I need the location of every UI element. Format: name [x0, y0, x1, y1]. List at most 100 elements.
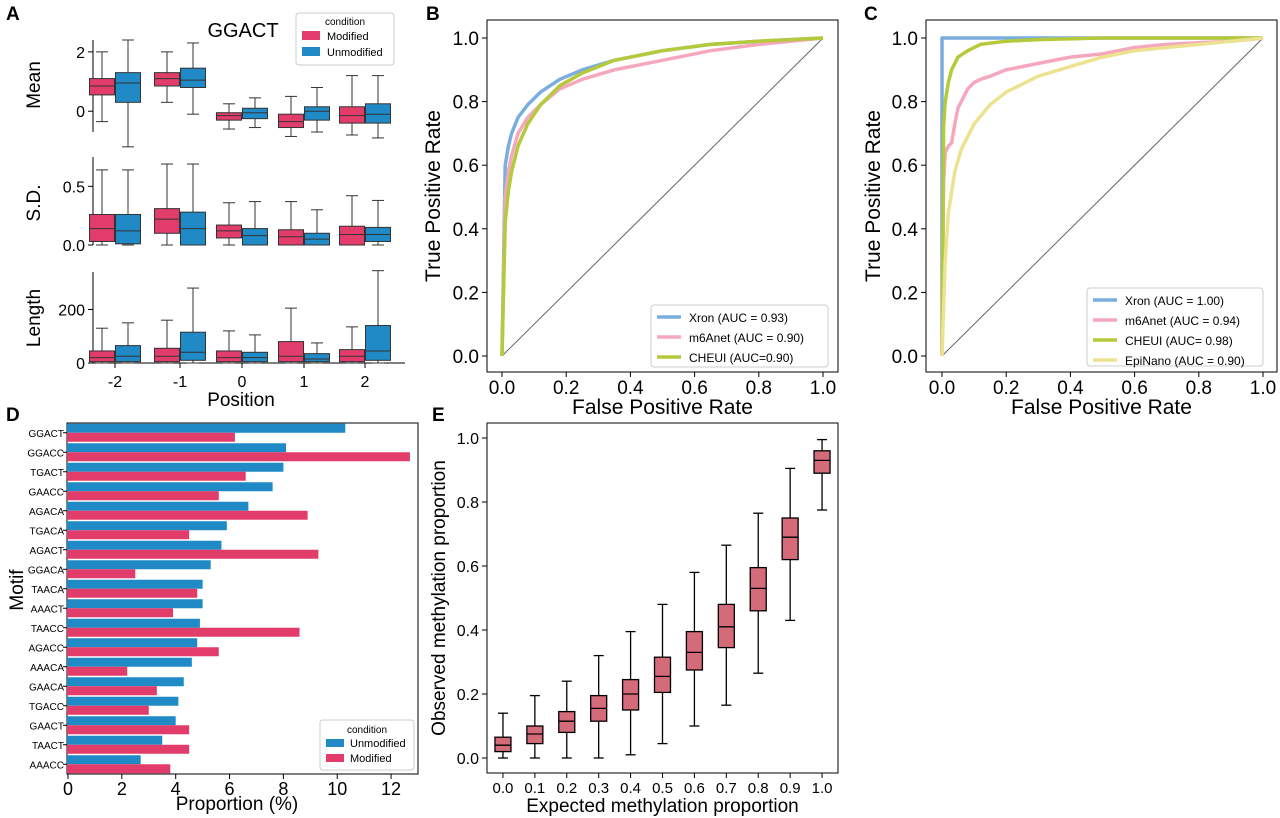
d-y-tick-label: GAACT — [30, 721, 64, 732]
roc-curve-cheui — [940, 36, 1263, 357]
a-box-unmodified — [304, 353, 330, 363]
d-y-tick-label: TGACA — [30, 526, 65, 537]
d-bar-unmodified — [67, 716, 176, 726]
d-bar-unmodified — [67, 560, 211, 570]
a-box-modified — [339, 225, 365, 246]
e-x-tick-label: 0.2 — [556, 780, 577, 797]
roc-x-tick-label: 0.2 — [553, 378, 579, 399]
roc-legend-label: CHEUI (AUC=0.90) — [689, 351, 793, 365]
a-box-modified — [278, 229, 304, 246]
roc-y-tick-label: 0.4 — [892, 220, 919, 241]
roc-curve-cheui — [500, 36, 824, 357]
d-bar-modified — [67, 491, 219, 501]
d-bar-modified — [67, 432, 235, 442]
d-bar-modified — [67, 588, 198, 598]
d-bar-unmodified — [67, 735, 163, 745]
a-y-tick-label: 0.0 — [63, 238, 85, 255]
e-x-tick-label: 0.4 — [620, 780, 641, 797]
roc-x-axis-label: False Positive Rate — [572, 396, 753, 419]
a-box-modified — [216, 112, 242, 121]
d-y-tick-label: TAACC — [31, 624, 64, 635]
panel-c-roc: 0.0 0.2 0.4 0.6 0.8 1.0 0.0 0.2 0.4 0.6 0.8 1.0 Fals… — [862, 19, 1278, 419]
a-box-unmodified — [365, 103, 391, 124]
d-y-tick-label: TGACC — [29, 702, 64, 713]
roc-y-tick-label: 0.2 — [892, 283, 918, 304]
d-bar-modified — [67, 666, 128, 676]
d-bar-modified — [67, 705, 149, 715]
d-bar-unmodified — [67, 638, 198, 648]
a-box-unmodified — [115, 345, 141, 363]
e-box — [685, 630, 704, 671]
a-y-tick-label: 0 — [76, 104, 85, 121]
roc-legend-label: EpiNano (AUC = 0.90) — [1125, 354, 1245, 368]
d-bar-modified — [67, 608, 173, 618]
e-x-tick-label: 0.8 — [748, 780, 769, 797]
roc-curve-m6anet — [940, 36, 1264, 357]
panel-label-b: B — [426, 4, 440, 25]
a-legend-swatch — [302, 31, 320, 40]
d-legend-swatch — [326, 754, 344, 762]
roc-diagonal — [501, 37, 824, 357]
d-bar-unmodified — [67, 423, 346, 433]
e-box — [558, 710, 576, 734]
d-y-tick-label: GGACA — [28, 565, 64, 576]
d-bar-unmodified — [67, 443, 287, 453]
a-box-unmodified — [242, 107, 268, 120]
d-y-axis-label: Motif — [7, 569, 28, 611]
e-y-tick-label: 0.2 — [457, 687, 479, 704]
roc-x-axis-label: False Positive Rate — [1011, 396, 1192, 419]
e-box — [494, 736, 512, 753]
e-x-tick-label: 0.3 — [588, 780, 609, 797]
roc-x-tick-label: 0.4 — [617, 378, 644, 399]
a-legend-title: condition — [325, 17, 365, 28]
d-y-tick-label: GGACT — [28, 429, 64, 440]
roc-legend-label: m6Anet (AUC = 0.94) — [1125, 314, 1240, 328]
e-box — [526, 725, 544, 745]
a-y-axis-label: Length — [24, 289, 45, 347]
a-box-unmodified — [365, 325, 391, 361]
roc-frame — [925, 19, 1278, 373]
d-bar-modified — [67, 452, 410, 462]
d-y-tick-label: TAACA — [31, 585, 64, 596]
d-bar-modified — [67, 627, 300, 637]
a-box-modified — [154, 347, 180, 363]
d-y-tick-label: GAACA — [29, 682, 64, 693]
roc-y-tick-label: 0.4 — [453, 220, 480, 241]
a-box-modified — [89, 78, 115, 96]
e-y-tick-label: 1.0 — [457, 431, 479, 448]
d-y-tick-label: AAACT — [31, 604, 64, 615]
roc-x-tick-label: 0.4 — [1057, 378, 1084, 399]
roc-legend-label: Xron (AUC = 0.93) — [689, 311, 788, 325]
e-y-axis-label: Observed methylation proportion — [429, 460, 450, 736]
d-x-tick-label: 8 — [278, 779, 288, 799]
roc-x-tick-label: 0.8 — [746, 378, 772, 399]
panel-d-motif-bars: GGACT GGACC TGACT GAACC AGACA TGACA AGACT GGACA… — [7, 422, 419, 815]
d-bar-modified — [67, 647, 219, 657]
d-bar-unmodified — [67, 521, 227, 531]
a-box-modified — [339, 106, 365, 124]
a-x-axis-label: Position — [207, 390, 275, 411]
roc-y-tick-label: 0.2 — [453, 283, 479, 304]
roc-x-tick-label: 1.0 — [810, 378, 836, 399]
roc-y-tick-label: 1.0 — [453, 29, 479, 50]
d-bar-unmodified — [67, 482, 273, 492]
d-legend-label: Modified — [350, 753, 392, 765]
a-y-axis-label: Mean — [24, 61, 45, 109]
a-x-tick-label: 0 — [238, 374, 247, 391]
d-bar-unmodified — [67, 579, 203, 589]
a-box-unmodified — [242, 351, 268, 363]
roc-y-axis-label: True Positive Rate — [862, 110, 885, 282]
d-bar-modified — [67, 569, 136, 579]
panel-label-d: D — [6, 405, 20, 426]
roc-frame — [486, 19, 839, 373]
a-y-tick-label: 200 — [58, 302, 85, 319]
panel-a-boxplots: 2 0 Mean 0.5 0.0 S.D. 200 0 Length -2 -1 0 1 2 Positio… — [24, 12, 405, 411]
panel-b-roc: 0.0 0.2 0.4 0.6 0.8 1.0 0.0 0.2 0.4 0.6 0.8 1.0 Fals… — [422, 19, 839, 419]
d-y-tick-label: AAACA — [30, 663, 64, 674]
a-legend-label: Unmodified — [327, 47, 383, 59]
a-legend-swatch — [302, 47, 320, 56]
panel-label-c: C — [864, 4, 878, 25]
a-box-modified — [154, 208, 180, 234]
e-x-tick-label: 0.1 — [524, 780, 545, 797]
